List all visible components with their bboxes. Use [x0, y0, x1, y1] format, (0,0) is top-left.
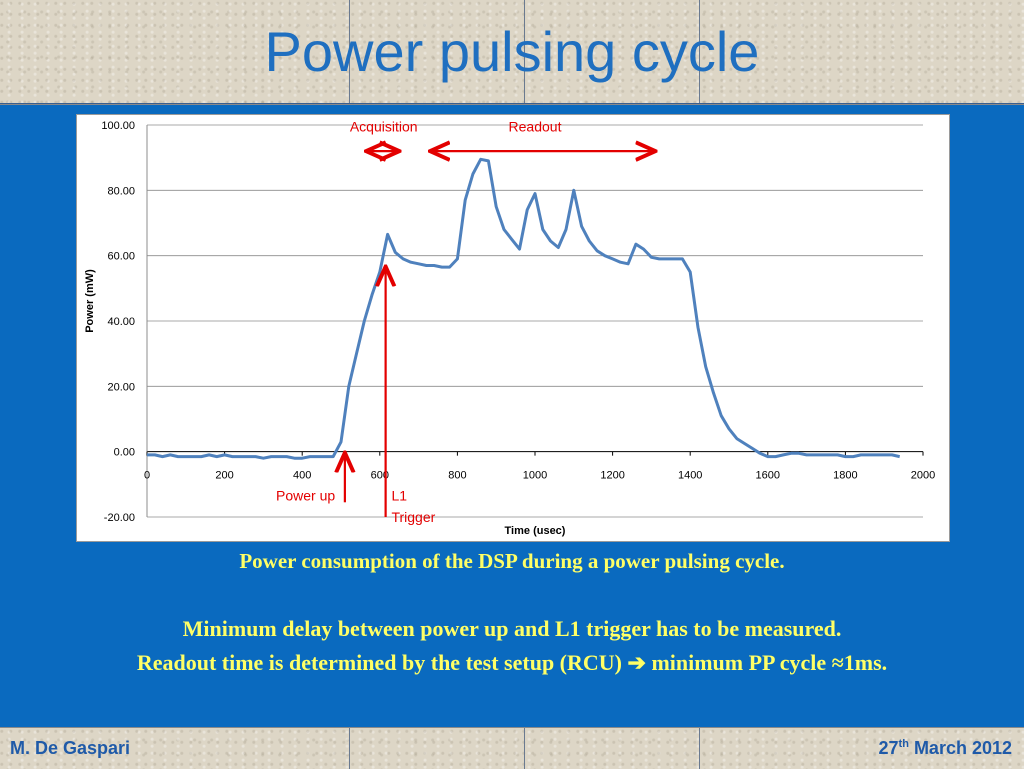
x-tick-label: 200	[215, 470, 233, 482]
date-suffix: th	[898, 738, 909, 750]
l1-label: L1	[391, 488, 407, 504]
x-tick-label: 2000	[911, 470, 935, 482]
power-series-line	[147, 157, 901, 460]
slide-title: Power pulsing cycle	[264, 20, 760, 83]
x-tick-label: 1800	[833, 470, 857, 482]
delay-note: Minimum delay between power up and L1 tr…	[182, 616, 842, 641]
y-tick-label: 0.00	[114, 447, 135, 459]
readout-note: Readout time is determined by the test s…	[0, 650, 1024, 676]
y-tick-label: 60.00	[107, 251, 135, 263]
band-edge	[0, 103, 1024, 104]
y-tick-label: 100.00	[101, 120, 135, 132]
band-divider	[349, 0, 350, 104]
x-tick-label: 1000	[523, 470, 547, 482]
x-axis-label: Time (usec)	[505, 525, 566, 537]
x-tick-label: 0	[144, 470, 150, 482]
power-up-label: Power up	[276, 488, 335, 504]
trigger-label: Trigger	[391, 509, 435, 525]
readout-label: Readout	[509, 119, 562, 135]
y-tick-label: -20.00	[104, 512, 135, 524]
footer-band: M. De Gaspari 27th March 2012	[0, 727, 1024, 769]
readout-note-text: Readout time is determined by the test s…	[136, 650, 622, 675]
chart-annotations	[345, 151, 653, 517]
x-tick-label: 1600	[756, 470, 780, 482]
right-arrow-icon: ➔	[627, 650, 646, 675]
chart-caption: Power consumption of the DSP during a po…	[239, 549, 785, 573]
band-divider	[349, 728, 350, 769]
power-chart-svg: 100.00 80.00 60.00 40.00 20.00 0.00 -20.00 0 200…	[84, 119, 935, 537]
x-tick-label: 1200	[600, 470, 624, 482]
band-divider	[699, 728, 700, 769]
chart-series	[147, 157, 901, 460]
y-tick-label: 40.00	[107, 316, 135, 328]
y-axis-label: Power (mW)	[84, 269, 96, 333]
x-tick-label: 1400	[678, 470, 702, 482]
x-tick-label: 400	[293, 470, 311, 482]
power-chart: 100.00 80.00 60.00 40.00 20.00 0.00 -20.00 0 200…	[76, 114, 950, 542]
date-day: 27	[878, 738, 899, 758]
y-tick-label: 20.00	[107, 381, 135, 393]
band-divider	[524, 728, 525, 769]
readout-note-result: minimum PP cycle ≈1ms.	[651, 650, 888, 675]
chart-gridlines	[146, 124, 924, 518]
presentation-date: 27th March 2012	[879, 738, 1013, 759]
date-month-year: March 2012	[913, 738, 1012, 758]
author-name: M. De Gaspari	[10, 738, 131, 758]
x-tick-label: 600	[371, 470, 389, 482]
acquisition-label: Acquisition	[350, 119, 418, 135]
chart-tick-labels: 100.00 80.00 60.00 40.00 20.00 0.00 -20.00 0 200…	[101, 120, 935, 524]
band-divider	[699, 0, 700, 104]
x-tick-label: 800	[448, 470, 466, 482]
title-band: Power pulsing cycle	[0, 0, 1024, 105]
y-tick-label: 80.00	[107, 185, 135, 197]
band-divider	[524, 0, 525, 104]
